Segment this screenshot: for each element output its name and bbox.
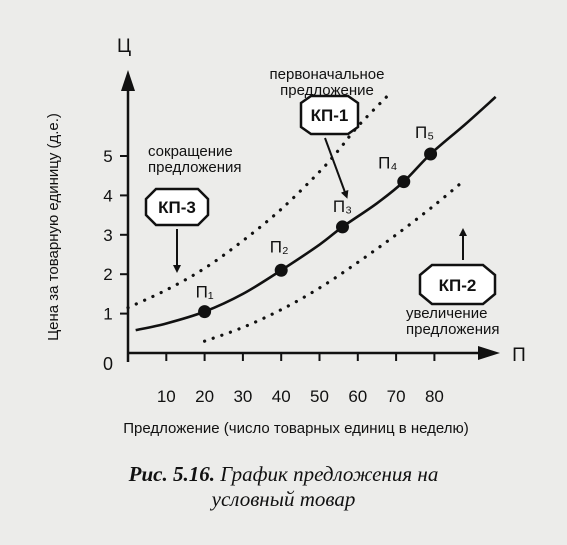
supply-points: П₁ П₂ П₃ П₄ П₅ (196, 123, 438, 319)
kp3-label: КП-3 (158, 198, 196, 217)
supply-point (424, 147, 438, 161)
supply-point-label: П₃ (333, 197, 352, 216)
x-tick-label: 70 (387, 387, 406, 406)
x-tick-label: 10 (157, 387, 176, 406)
kp1-arrow (324, 137, 349, 199)
supply-curve-decreased (126, 93, 391, 310)
axis-ticks: 10 20 30 40 50 60 70 80 1 2 3 4 5 (103, 147, 444, 406)
kp1-badge: КП-1 (299, 94, 360, 136)
x-tick-label: 80 (425, 387, 444, 406)
supply-point-label: П₁ (196, 283, 214, 302)
caption-text-line2: условный товар (211, 487, 356, 511)
figure-caption-line2: условный товар (0, 487, 567, 511)
supply-point (198, 305, 212, 319)
annotation-supply-increase-line1: увеличение (406, 305, 487, 322)
annotation-supply-increase-line2: предложения (406, 321, 500, 338)
x-tick-label: 50 (310, 387, 329, 406)
y-tick-label: 5 (103, 147, 112, 166)
supply-point (274, 263, 288, 277)
y-tick-label: 2 (103, 265, 112, 284)
figure-caption: Рис. 5.16. График предложения на (0, 462, 567, 486)
y-tick-label: 1 (103, 305, 112, 324)
x-axis-arrow (478, 346, 500, 360)
supply-point-label: П₂ (270, 237, 289, 256)
kp2-label: КП-2 (439, 276, 477, 295)
kp2-badge: КП-2 (418, 263, 497, 306)
y-tick-label: 4 (103, 186, 112, 205)
annotation-initial-supply-line1: первоначальное (270, 66, 385, 83)
supply-point (335, 220, 349, 234)
kp1-label: КП-1 (311, 106, 349, 125)
annotation-supply-decrease-line1: сокращение (148, 143, 233, 160)
x-axis-title: Предложение (число товарных единиц в нед… (123, 420, 469, 437)
supply-point-label: П₄ (378, 154, 397, 173)
x-tick-label: 60 (348, 387, 367, 406)
y-tick-label: 3 (103, 226, 112, 245)
annotation-initial-supply-line2: предложение (280, 82, 374, 99)
x-axis-symbol: П (512, 345, 526, 366)
annotation-supply-decrease-line2: предложения (148, 159, 242, 176)
caption-text-line1: График предложения на (220, 462, 439, 486)
supply-point (397, 175, 411, 189)
x-tick-label: 30 (233, 387, 252, 406)
y-axis-arrow (121, 70, 135, 91)
origin-label: 0 (103, 354, 113, 374)
supply-curve-increased (203, 178, 467, 343)
y-axis-symbol: Ц (117, 36, 131, 57)
supply-chart: Ц П 0 10 20 30 40 50 60 70 80 1 2 3 4 5 П₁ П₂ П₃ П₄ П₅ Ц… (45, 36, 526, 437)
x-tick-label: 20 (195, 387, 214, 406)
y-axis-title: Цена за товарную единицу (д.е.) (45, 113, 62, 341)
caption-number: Рис. 5.16. (128, 462, 215, 486)
kp3-badge: КП-3 (144, 187, 210, 227)
x-tick-label: 40 (272, 387, 291, 406)
supply-point-label: П₅ (415, 123, 434, 142)
